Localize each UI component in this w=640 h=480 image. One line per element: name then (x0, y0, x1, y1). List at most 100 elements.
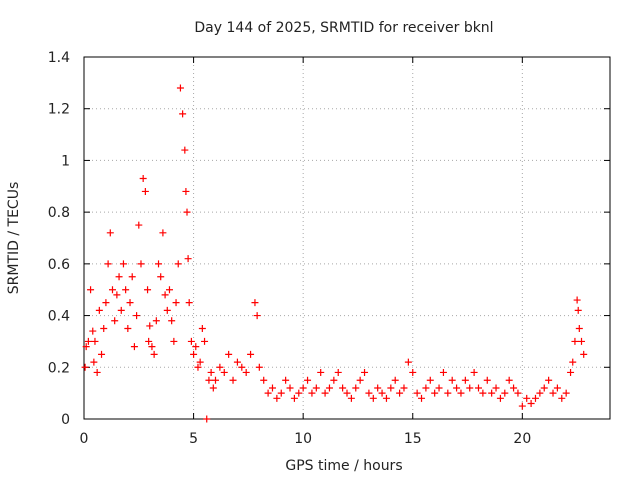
data-point (89, 327, 97, 335)
data-point (400, 384, 408, 392)
data-point (553, 384, 561, 392)
data-point (492, 384, 500, 392)
data-point (382, 394, 390, 402)
data-point (575, 325, 583, 332)
data-point (207, 368, 215, 376)
data-point (192, 343, 200, 351)
data-point (165, 286, 173, 294)
y-axis: 0 0.2 0.4 0.6 0.8 1 1.2 1.4 (48, 50, 610, 428)
data-point (229, 376, 237, 384)
data-point (536, 389, 544, 397)
data-point (378, 389, 386, 397)
data-point (247, 350, 255, 358)
data-point (466, 384, 474, 392)
data-point (128, 273, 136, 281)
data-point (91, 337, 99, 345)
data-point (356, 376, 364, 384)
data-point (87, 286, 95, 294)
data-point (220, 368, 228, 376)
x-tick-label: 10 (294, 431, 312, 447)
data-point (330, 376, 338, 384)
data-point (558, 394, 566, 402)
y-axis-label: SRMTID / TECUs (6, 182, 22, 295)
data-point (152, 317, 160, 325)
data-point (448, 376, 456, 384)
data-point (518, 402, 526, 410)
data-point (426, 376, 434, 384)
data-point (295, 389, 303, 397)
data-point (409, 368, 417, 376)
data-point (95, 306, 103, 314)
data-point (461, 376, 469, 384)
data-point (100, 325, 108, 332)
x-axis: 0 5 10 15 20 (80, 57, 531, 447)
data-point (196, 358, 204, 366)
data-point (111, 317, 119, 325)
data-point (369, 394, 377, 402)
data-point (439, 368, 447, 376)
x-tick-label: 5 (189, 431, 198, 447)
data-point (146, 322, 154, 330)
data-point (571, 337, 579, 345)
data-point (84, 337, 92, 345)
data-point (286, 384, 294, 392)
data-point (216, 363, 224, 371)
data-point (282, 376, 290, 384)
data-point (418, 394, 426, 402)
data-point (549, 389, 557, 397)
data-point (277, 389, 285, 397)
data-point (304, 376, 312, 384)
data-point (312, 384, 320, 392)
data-point (523, 394, 531, 402)
data-point (133, 312, 141, 320)
data-point (422, 384, 430, 392)
y-tick-label: 1 (61, 153, 70, 169)
data-point (514, 389, 522, 397)
data-point (569, 358, 577, 366)
data-point (174, 260, 182, 268)
data-point (496, 394, 504, 402)
data-point (435, 384, 443, 392)
data-point (567, 368, 575, 376)
data-point (510, 384, 518, 392)
data-point (562, 389, 570, 397)
data-point (255, 363, 263, 371)
data-point (225, 350, 233, 358)
plot-frame (83, 56, 611, 420)
data-point (233, 358, 241, 366)
data-point (404, 358, 412, 366)
data-point (141, 187, 149, 195)
data-point (122, 286, 130, 294)
data-point (540, 384, 548, 392)
data-point (431, 389, 439, 397)
y-tick-label: 0.6 (48, 257, 70, 273)
data-point (343, 389, 351, 397)
data-point (119, 260, 127, 268)
data-point (531, 394, 539, 402)
data-point (203, 415, 211, 423)
data-point (179, 110, 187, 118)
data-point (117, 306, 125, 314)
data-point (148, 343, 156, 351)
data-point (183, 208, 191, 216)
data-point (98, 350, 106, 358)
data-point (170, 337, 178, 345)
data-point (157, 273, 165, 281)
data-point (184, 255, 192, 263)
data-point (172, 299, 180, 307)
data-point (413, 389, 421, 397)
grid (84, 57, 610, 419)
data-point (145, 337, 153, 345)
data-point (182, 187, 190, 195)
y-tick-label: 0.2 (48, 360, 70, 376)
data-point (545, 376, 553, 384)
data-point (238, 363, 246, 371)
data-point (198, 325, 206, 332)
data-point (325, 384, 333, 392)
data-point (444, 389, 452, 397)
data-point (290, 394, 298, 402)
x-tick-label: 20 (513, 431, 531, 447)
data-point (159, 229, 167, 237)
data-point (457, 389, 465, 397)
